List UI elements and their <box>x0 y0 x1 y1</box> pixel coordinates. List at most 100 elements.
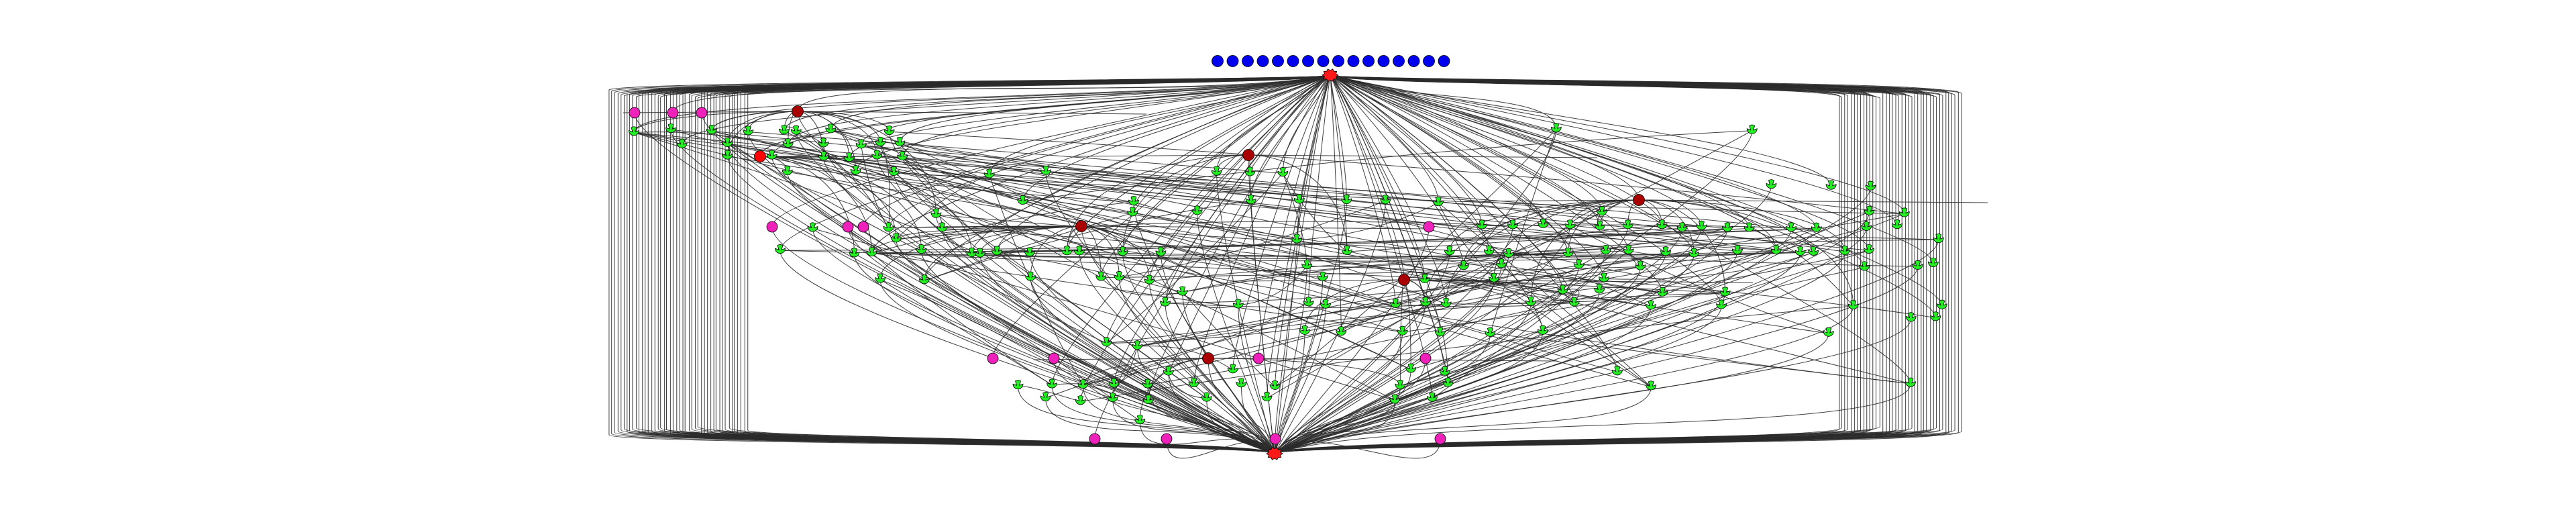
task-edge <box>996 252 1207 399</box>
task-edge <box>1133 201 1446 305</box>
task-edge <box>1749 228 1854 307</box>
start-edge <box>1193 74 1331 385</box>
end-edge <box>1274 306 1652 454</box>
task-node <box>1132 340 1143 350</box>
task-node <box>1722 222 1733 232</box>
outer-edge <box>669 74 1331 454</box>
task-node <box>1794 246 1806 256</box>
task-node <box>1390 298 1401 308</box>
source-node <box>1226 55 1239 67</box>
outer-edge <box>679 74 1331 454</box>
task-edge <box>900 142 1737 252</box>
end-edge <box>1274 387 1652 454</box>
task-node <box>1046 378 1058 389</box>
task-node <box>1507 219 1518 230</box>
task-edge <box>727 143 1067 252</box>
event-node <box>1269 433 1281 445</box>
end-edge <box>896 239 1275 454</box>
task-edge <box>1395 267 1865 401</box>
task-node <box>1261 392 1273 401</box>
task-edge <box>902 156 1102 278</box>
task-node <box>1557 285 1568 295</box>
gateway-edge <box>1530 199 1640 303</box>
task-edge <box>1438 202 1652 387</box>
task-edge <box>1395 253 1568 305</box>
task-node <box>1245 195 1256 205</box>
task-edge <box>1106 303 1446 344</box>
start-edge <box>1100 74 1331 278</box>
task-edge <box>1603 252 1814 280</box>
task-node <box>1573 259 1585 269</box>
task-node <box>1912 260 1923 270</box>
end-edge <box>823 144 1275 454</box>
task-node <box>1317 271 1328 281</box>
gateway-edge <box>1067 154 1249 252</box>
task-node <box>1227 364 1238 374</box>
task-edge <box>900 142 1411 370</box>
task-node <box>1562 248 1574 258</box>
task-node <box>849 248 860 258</box>
source-node <box>1393 55 1405 67</box>
task-node <box>1477 219 1487 230</box>
task-edge <box>889 131 1904 215</box>
outer-edge <box>744 74 1331 454</box>
task-edge <box>1411 228 1817 370</box>
start-edge <box>1330 74 1405 280</box>
task-edge <box>1022 130 1752 202</box>
event-node <box>1423 221 1435 233</box>
task-node <box>1074 246 1085 256</box>
task-node <box>930 208 942 218</box>
task-edge <box>633 132 1403 333</box>
task-node <box>1811 222 1822 232</box>
task-node <box>1293 194 1305 204</box>
end-edge <box>1168 372 1275 454</box>
task-edge <box>1137 293 1725 347</box>
start-edge <box>1330 74 1490 252</box>
task-node <box>665 123 677 134</box>
task-node <box>722 150 733 160</box>
source-node <box>1438 55 1450 67</box>
gateway-edge <box>1638 199 1695 254</box>
start-edge <box>1067 74 1331 252</box>
task-edge <box>1029 252 1568 257</box>
task-node <box>743 125 754 136</box>
task-node <box>894 136 906 146</box>
start-edge <box>1232 74 1331 370</box>
outer-edge <box>1274 74 1962 454</box>
task-node <box>1898 207 1910 217</box>
task-node <box>1299 325 1310 335</box>
task-edge <box>1282 173 1307 266</box>
start-edge <box>672 74 1331 113</box>
task-node <box>1716 299 1727 309</box>
event-node <box>1048 352 1060 364</box>
task-node <box>1676 222 1688 232</box>
task-edge <box>1346 227 1728 252</box>
task-edge <box>1432 250 1629 399</box>
start-edge <box>924 74 1331 281</box>
task-edge <box>1147 227 1867 386</box>
outer-edge <box>729 74 1331 454</box>
end-edge <box>1274 252 1666 454</box>
task-node <box>1444 246 1455 256</box>
task-edge <box>1493 278 1652 387</box>
task-edge <box>633 132 1396 305</box>
task-node <box>1024 247 1035 257</box>
source-node <box>1423 55 1435 67</box>
task-edge <box>1501 264 1652 387</box>
task-node <box>1128 196 1139 205</box>
task-node <box>766 150 777 160</box>
gateway-node <box>1075 220 1087 232</box>
task-edge <box>1052 383 1149 401</box>
task-node <box>1861 221 1872 231</box>
end-edge <box>1136 346 1275 454</box>
task-edge <box>861 145 889 229</box>
event-node <box>987 352 999 364</box>
end-edge <box>1274 266 1919 454</box>
task-edge <box>796 131 894 173</box>
end-edge <box>1249 172 1275 454</box>
task-node <box>807 222 818 232</box>
task-edge <box>1168 372 1207 399</box>
task-node <box>871 150 883 160</box>
task-edge <box>1101 266 1641 278</box>
start-edge <box>1330 74 1695 254</box>
